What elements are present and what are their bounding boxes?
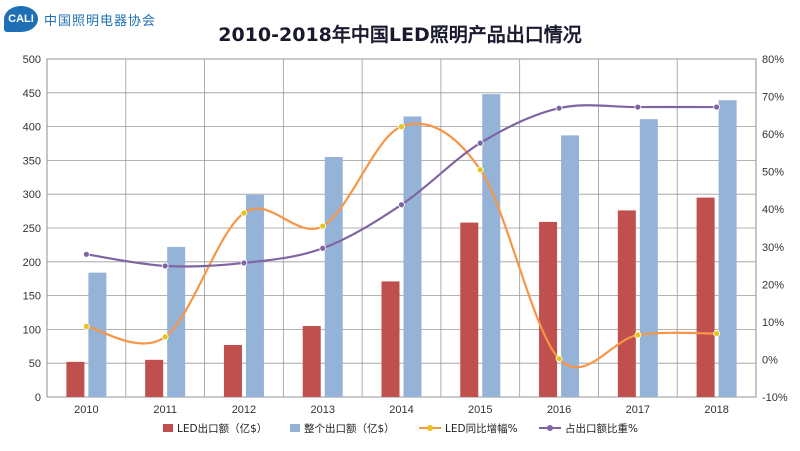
bar-total-export	[718, 100, 737, 398]
series-point-led-share	[240, 259, 248, 267]
y-right-tick-label: 0%	[762, 354, 778, 366]
legend-label: LED出口额（亿$）	[177, 422, 267, 435]
bar-led-export	[617, 210, 636, 397]
y-left-tick-label: 500	[23, 54, 41, 66]
y-right-tick-label: 70%	[762, 92, 784, 104]
y-right-tick-label: 50%	[762, 167, 784, 179]
series-point-led-share	[476, 139, 484, 147]
bar-total-export	[88, 272, 107, 397]
y-left-tick-label: 50	[29, 358, 41, 370]
bar-led-export	[696, 197, 715, 397]
x-tick-label: 2011	[153, 404, 177, 416]
x-tick-label: 2016	[547, 404, 571, 416]
x-tick-label: 2014	[389, 404, 413, 416]
y-left-tick-label: 300	[23, 189, 41, 201]
series-point-led-growth	[713, 330, 721, 337]
chart-title: 2010-2018年中国LED照明产品出口情况	[218, 24, 582, 46]
y-left-tick-label: 200	[23, 257, 41, 269]
bar-led-export	[539, 221, 558, 397]
y-right-tick-label: -10%	[762, 392, 788, 404]
series-point-led-share	[634, 103, 642, 111]
logo: CALI 中国照明电器协会	[4, 6, 156, 32]
series-point-led-growth	[82, 322, 90, 330]
series-point-led-growth	[398, 123, 405, 130]
bar-total-export	[324, 157, 343, 397]
y-left-tick-label: 350	[23, 155, 41, 167]
y-left-tick-label: 0	[35, 392, 41, 404]
legend-label: 整个出口额（亿$）	[304, 422, 395, 435]
bar-led-export	[460, 222, 479, 397]
x-tick-label: 2013	[310, 404, 334, 416]
series-point-led-share	[82, 250, 90, 258]
legend-label: LED同比增幅%	[445, 422, 518, 435]
series-point-led-growth	[476, 166, 484, 174]
series-point-led-growth	[555, 355, 563, 363]
x-tick-label: 2012	[232, 404, 256, 416]
x-tick-label: 2017	[626, 404, 650, 416]
bar-total-export	[561, 135, 580, 397]
legend-item: LED出口额（亿$）	[163, 422, 267, 435]
y-left-tick-label: 400	[23, 122, 41, 134]
bar-total-export	[167, 246, 186, 397]
bar-total-export	[639, 119, 658, 397]
series-point-led-share	[555, 104, 563, 112]
x-tick-label: 2018	[704, 404, 728, 416]
series-point-led-share	[319, 244, 327, 252]
legend-marker	[547, 425, 553, 431]
y-right-tick-label: 60%	[762, 129, 784, 141]
y-left-tick-label: 450	[23, 88, 41, 100]
bar-led-export	[66, 361, 85, 397]
legend-marker	[427, 425, 433, 431]
y-right-tick-label: 20%	[762, 279, 784, 291]
y-right-tick-label: 80%	[762, 54, 784, 66]
bar-led-export	[302, 326, 321, 397]
series-point-led-growth	[240, 209, 248, 217]
logo-badge: CALI	[4, 6, 38, 32]
bar-total-export	[403, 116, 422, 398]
legend-item: 占出口额比重%	[539, 422, 638, 435]
x-tick-label: 2015	[468, 404, 492, 416]
series-point-led-share	[398, 201, 405, 209]
legend-swatch	[163, 424, 173, 432]
series-point-led-share	[161, 262, 169, 270]
bar-total-export	[245, 194, 264, 397]
y-left-tick-label: 100	[23, 324, 41, 336]
legend-swatch	[290, 424, 300, 432]
bar-led-export	[145, 359, 164, 397]
series-point-led-growth	[319, 222, 327, 230]
y-right-tick-label: 30%	[762, 242, 784, 254]
legend-label: 占出口额比重%	[565, 422, 638, 435]
x-tick-label: 2010	[74, 404, 98, 416]
series-point-led-growth	[634, 331, 642, 339]
bar-total-export	[482, 94, 501, 397]
bar-led-export	[381, 281, 400, 397]
y-left-tick-label: 150	[23, 291, 41, 303]
legend-item: 整个出口额（亿$）	[290, 422, 395, 435]
series-point-led-growth	[161, 333, 169, 341]
y-right-tick-label: 40%	[762, 204, 784, 216]
y-right-tick-label: 10%	[762, 317, 784, 329]
legend-item: LED同比增幅%	[419, 422, 518, 435]
y-left-tick-label: 250	[23, 223, 41, 235]
series-point-led-share	[713, 103, 721, 111]
bar-led-export	[223, 344, 242, 397]
logo-text: 中国照明电器协会	[44, 13, 157, 29]
